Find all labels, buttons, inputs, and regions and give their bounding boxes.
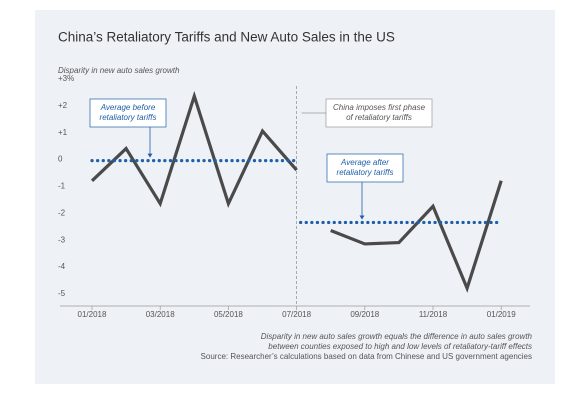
x-tick-label: 01/2019 — [487, 310, 516, 319]
annotation-label-line: Average before — [100, 103, 156, 112]
y-tick-label: -5 — [58, 289, 66, 298]
x-tick-label: 05/2018 — [214, 310, 243, 319]
card — [35, 10, 555, 384]
y-tick-label: -3 — [58, 235, 66, 244]
y-tick-label: 0 — [58, 155, 63, 164]
y-tick-label: -4 — [58, 262, 66, 271]
annotation-label-line: retaliatory tariffs — [100, 113, 157, 122]
x-tick-label: 11/2018 — [419, 310, 448, 319]
annotation-label-line: Average after — [340, 158, 389, 167]
annotation-label: Average before retaliatory tariffs — [100, 103, 157, 122]
event-label: China imposes first phase of retaliatory … — [333, 103, 426, 122]
y-tick-label: +2 — [58, 101, 68, 110]
annotation-arrowhead — [359, 215, 365, 220]
event-label-line: China imposes first phase — [333, 103, 426, 112]
y-axis-title: Disparity in new auto sales growth — [58, 66, 180, 75]
series-line — [90, 90, 298, 209]
x-tick-label: 03/2018 — [146, 310, 175, 319]
y-tick-label: -1 — [58, 182, 66, 191]
chart-title: China’s Retaliatory Tariffs and New Auto… — [58, 30, 395, 45]
y-tick-label: -2 — [58, 208, 66, 217]
note: Source: Researcher’s calculations based … — [201, 352, 532, 361]
x-tick-label: 09/2018 — [350, 310, 379, 319]
note: between counties exposed to high and low… — [268, 342, 532, 351]
y-tick-label: +3% — [58, 74, 74, 83]
annotation-arrowhead — [147, 153, 153, 158]
annotation-box — [89, 98, 167, 128]
annotation-box — [326, 153, 404, 183]
event-label-line: of retaliatory tariffs — [346, 113, 412, 122]
note: Disparity in new auto sales growth equal… — [261, 332, 533, 341]
series-line — [330, 180, 503, 293]
event-box — [325, 98, 433, 128]
annotation-label-line: retaliatory tariffs — [337, 168, 394, 177]
y-tick-label: +1 — [58, 128, 68, 137]
x-tick-label: 07/2018 — [282, 310, 311, 319]
x-tick-label: 01/2018 — [78, 310, 107, 319]
annotation-label: Average after retaliatory tariffs — [337, 158, 394, 177]
